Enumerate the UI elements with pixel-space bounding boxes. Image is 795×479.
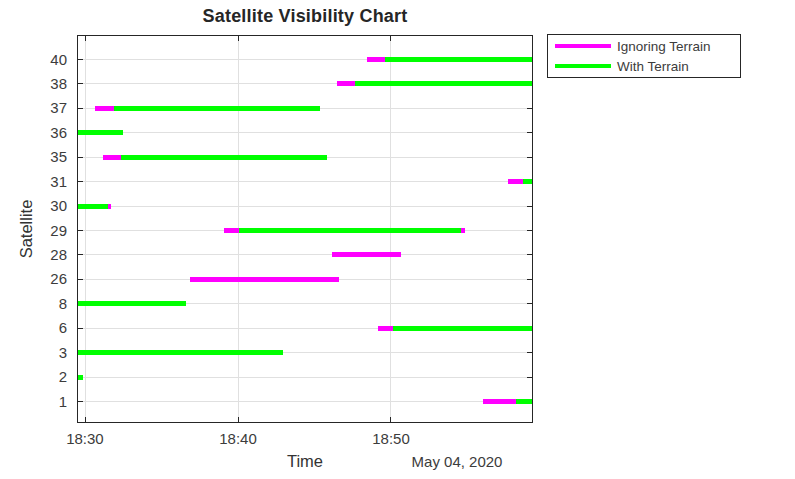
y-tick-label-3: 3 (59, 343, 67, 360)
visibility-bar-terrain-sat-30 (78, 204, 108, 209)
visibility-bar-terrain-sat-2 (78, 375, 83, 380)
y-tick-right-3 (527, 352, 532, 353)
y-tick-right-28 (527, 254, 532, 255)
y-tick-left-31 (78, 181, 83, 182)
gridline-row-36 (78, 132, 532, 133)
visibility-bar-terrain-sat-38 (355, 81, 532, 86)
y-tick-label-2: 2 (59, 368, 67, 385)
x-tick-bottom-18:50 (390, 417, 391, 422)
y-tick-right-2 (527, 377, 532, 378)
x-tick-bottom-18:30 (85, 417, 86, 422)
visibility-bar-ignoring-sat-35 (103, 155, 121, 160)
y-tick-right-37 (527, 108, 532, 109)
y-tick-label-1: 1 (59, 392, 67, 409)
y-tick-label-40: 40 (50, 50, 67, 67)
x-tick-label-18:30: 18:30 (66, 430, 104, 447)
y-tick-right-8 (527, 303, 532, 304)
chart-title: Satellite Visibility Chart (77, 6, 533, 27)
y-tick-right-36 (527, 132, 532, 133)
y-tick-labels: 40 38 37 36 35 31 30 29 28 26 8 6 3 2 1 (0, 35, 72, 423)
figure-window: Satellite Visibility Chart Satellite 403… (0, 0, 795, 479)
visibility-bar-ignoring-sat-40 (367, 57, 384, 62)
y-tick-label-29: 29 (50, 221, 67, 238)
x-tick-labels: 18:3018:4018:50 (77, 430, 533, 450)
x-tick-top-18:40 (238, 36, 239, 41)
y-tick-label-28: 28 (50, 245, 67, 262)
y-tick-label-30: 30 (50, 197, 67, 214)
y-tick-label-6: 6 (59, 319, 67, 336)
x-tick-top-18:50 (390, 36, 391, 41)
visibility-bar-terrain-sat-8 (78, 301, 186, 306)
legend-label: Ignoring Terrain (617, 39, 711, 54)
visibility-bar-ignoring-sat-31 (508, 179, 523, 184)
legend-line-sample-magenta (555, 44, 611, 48)
y-tick-left-26 (78, 279, 83, 280)
y-tick-left-29 (78, 230, 83, 231)
visibility-bar-ignoring-sat-28 (332, 252, 401, 257)
y-tick-label-36: 36 (50, 123, 67, 140)
visibility-bar-terrain-sat-35 (121, 155, 327, 160)
gridline-row-1 (78, 401, 532, 402)
visibility-bar-ignoring-sat-6 (378, 326, 393, 331)
y-tick-label-37: 37 (50, 99, 67, 116)
visibility-bar-terrain-sat-37 (114, 106, 320, 111)
visibility-bar-terrain-sat-40 (385, 57, 532, 62)
gridline-row-30 (78, 206, 532, 207)
visibility-bar-terrain-sat-36 (78, 130, 123, 135)
y-tick-right-29 (527, 230, 532, 231)
gridline-row-31 (78, 181, 532, 182)
y-tick-label-26: 26 (50, 270, 67, 287)
legend-item-ignoring-terrain: Ignoring Terrain (548, 38, 740, 55)
y-tick-right-30 (527, 206, 532, 207)
y-tick-label-35: 35 (50, 148, 67, 165)
y-tick-left-38 (78, 83, 83, 84)
x-tick-label-18:50: 18:50 (372, 430, 410, 447)
y-tick-right-26 (527, 279, 532, 280)
visibility-bar-terrain-sat-6 (393, 326, 532, 331)
y-tick-left-6 (78, 328, 83, 329)
y-tick-left-28 (78, 254, 83, 255)
visibility-bar-ignoring-sat-38 (337, 81, 355, 86)
y-tick-label-31: 31 (50, 172, 67, 189)
legend-box: Ignoring Terrain With Terrain (547, 34, 741, 78)
x-axis-date-annotation: May 04, 2020 (412, 453, 503, 470)
gridline-row-28 (78, 254, 532, 255)
x-tick-bottom-18:40 (238, 417, 239, 422)
y-tick-left-37 (78, 108, 83, 109)
visibility-bar-terrain-sat-1 (516, 399, 532, 404)
legend-item-with-terrain: With Terrain (548, 58, 740, 75)
visibility-bar-terrain-sat-29 (239, 228, 461, 233)
visibility-bar-terrain-sat-3 (78, 350, 283, 355)
x-tick-label-18:40: 18:40 (219, 430, 257, 447)
y-tick-label-8: 8 (59, 294, 67, 311)
y-tick-label-38: 38 (50, 74, 67, 91)
y-tick-left-40 (78, 59, 83, 60)
y-tick-left-35 (78, 157, 83, 158)
legend-line-sample-green (555, 64, 611, 68)
gridline-time-18:30 (85, 36, 86, 422)
y-tick-right-35 (527, 157, 532, 158)
visibility-bar-ignoring-sat-1 (483, 399, 516, 404)
plot-area (77, 35, 533, 423)
visibility-bar-terrain-sat-31 (523, 179, 532, 184)
visibility-bar-ignoring-sat-37 (95, 106, 114, 111)
gridline-row-2 (78, 377, 532, 378)
legend-label: With Terrain (617, 59, 689, 74)
x-tick-top-18:30 (85, 36, 86, 41)
visibility-bar-ignoring-sat-26 (190, 277, 339, 282)
y-tick-left-1 (78, 401, 83, 402)
